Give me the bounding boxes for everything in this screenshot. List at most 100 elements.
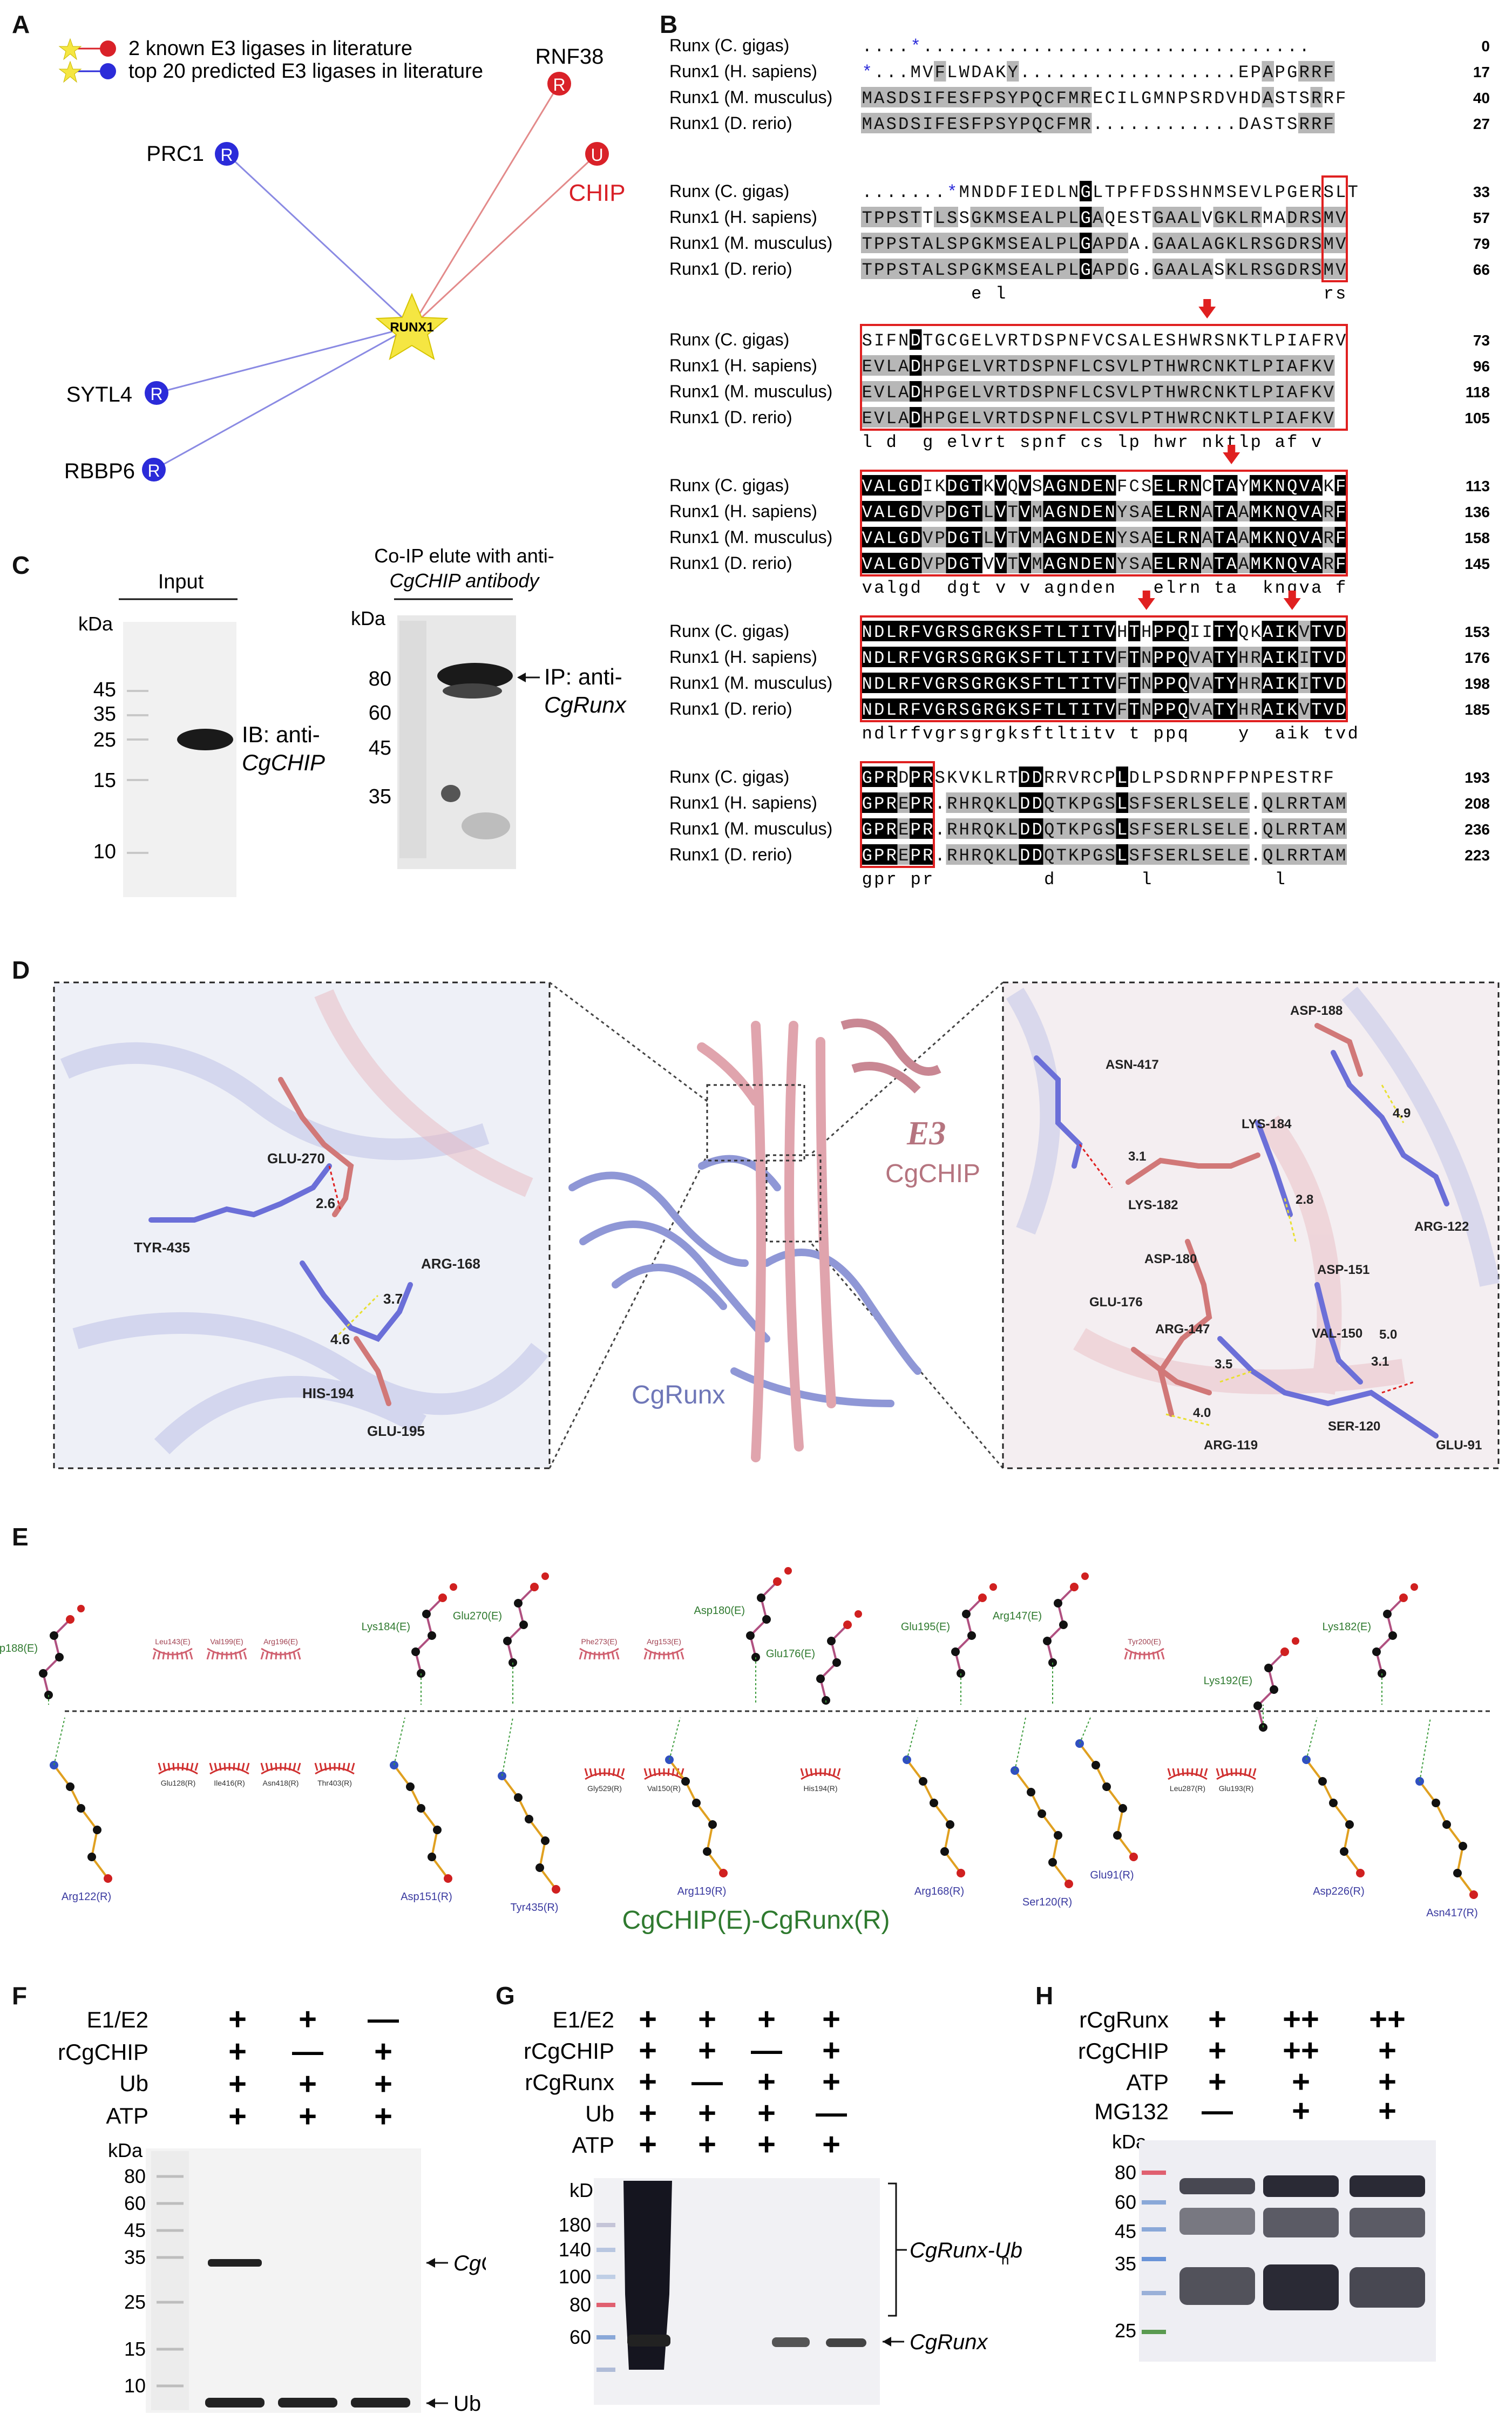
svg-text:r: r [898, 724, 908, 744]
svg-text:.: . [923, 182, 933, 202]
svg-text:S: S [1214, 260, 1224, 280]
svg-text:P: P [1263, 409, 1273, 429]
residue-bottom: Ile416(R) [209, 1762, 250, 1787]
svg-text:Q: Q [1178, 674, 1188, 694]
svg-text:K: K [1287, 622, 1298, 642]
residue-bottom: Thr403(R) [314, 1762, 355, 1787]
svg-text:v: v [923, 724, 933, 744]
svg-text:S: S [959, 622, 969, 642]
svg-text:R: R [923, 768, 933, 788]
svg-text:M: M [1251, 503, 1261, 523]
svg-text:N: N [1105, 477, 1115, 497]
svg-text:k: k [1263, 578, 1273, 598]
svg-text:P: P [1105, 768, 1115, 788]
svg-text:n: n [1190, 578, 1200, 598]
svg-text:I: I [1275, 409, 1285, 429]
svg-text:T: T [1129, 674, 1140, 694]
svg-text:R: R [1311, 89, 1321, 108]
svg-text:P: P [1238, 768, 1249, 788]
svg-text:R: R [150, 384, 162, 404]
svg-text:I: I [1299, 648, 1310, 668]
svg-text:F: F [1117, 648, 1127, 668]
svg-text:A: A [1044, 554, 1055, 574]
svg-text:e: e [947, 432, 957, 452]
svg-text:T: T [1238, 357, 1249, 377]
svg-text:S: S [1129, 820, 1140, 840]
svg-text:I: I [1275, 383, 1285, 403]
svg-text:D: D [911, 331, 921, 351]
species-label: Runx1 (M. musculus) [669, 382, 832, 401]
svg-text:P: P [1081, 820, 1091, 840]
svg-text:V: V [862, 503, 873, 523]
svg-text:C: C [1093, 768, 1103, 788]
condition-sign: + [228, 2002, 247, 2037]
svg-text:P: P [1214, 768, 1224, 788]
svg-text:Q: Q [1263, 794, 1273, 814]
svg-text:A: A [1044, 503, 1055, 523]
svg-text:T: T [1214, 528, 1224, 548]
svg-text:L: L [935, 208, 945, 228]
svg-text:Q: Q [1287, 528, 1297, 548]
svg-text:N: N [898, 331, 908, 351]
svg-text:Val199(E): Val199(E) [210, 1637, 243, 1646]
svg-text:l: l [1238, 432, 1249, 452]
svg-text:l: l [959, 432, 969, 452]
svg-text:W: W [1178, 409, 1189, 429]
svg-text:N: N [862, 648, 872, 668]
svg-text:N: N [1275, 503, 1285, 523]
g-smear [623, 2181, 672, 2370]
svg-text:.: . [1044, 37, 1054, 57]
svg-text:A: A [1165, 260, 1176, 280]
residue-bottom: Ser120(R) [1011, 1717, 1073, 1908]
svg-text:R: R [1299, 114, 1310, 134]
domain-box [860, 761, 935, 868]
svg-text:C: C [1202, 409, 1212, 429]
svg-text:F: F [911, 674, 921, 694]
svg-text:R: R [1311, 63, 1321, 83]
svg-text:P: P [1044, 409, 1054, 429]
svg-text:F: F [1335, 554, 1346, 574]
svg-text:G: G [971, 700, 981, 720]
svg-text:.: . [1238, 37, 1249, 57]
svg-text:V: V [1117, 383, 1128, 403]
panel-label-e: E [12, 1523, 29, 1551]
svg-text:Glu270(E): Glu270(E) [453, 1610, 502, 1622]
svg-text:G: G [959, 528, 969, 548]
svg-text:R: R [995, 383, 1006, 403]
condition-sign: + [757, 2064, 776, 2099]
residue-top: Asp180(E) [694, 1567, 792, 1705]
svg-text:V: V [923, 622, 933, 642]
svg-text:a: a [1275, 432, 1285, 452]
svg-text:Q: Q [1178, 700, 1188, 720]
svg-text:145: 145 [1464, 555, 1490, 572]
svg-text:P: P [1117, 182, 1127, 202]
svg-text:V: V [1324, 700, 1334, 720]
svg-text:A: A [1129, 234, 1140, 254]
svg-text:K: K [1287, 700, 1298, 720]
svg-text:M: M [1251, 528, 1261, 548]
label-rnf38: RNF38 [535, 45, 604, 69]
svg-text:D: D [898, 114, 908, 134]
svg-text:35: 35 [93, 703, 116, 725]
condition-sign: — [816, 2096, 847, 2131]
svg-text:V: V [1020, 528, 1030, 548]
svg-text:L: L [1226, 820, 1237, 840]
svg-text:.: . [1008, 37, 1018, 57]
species-label: Runx (C. gigas) [669, 476, 789, 495]
svg-text:T: T [1105, 182, 1115, 202]
svg-text:P: P [935, 503, 945, 523]
label-asp180: ASP-180 [1144, 1252, 1197, 1266]
svg-text:A: A [898, 383, 909, 403]
svg-text:R: R [984, 674, 994, 694]
residue-bottom: Leu287(R) [1167, 1768, 1208, 1793]
svg-text:l: l [1117, 432, 1127, 452]
svg-text:K: K [1287, 648, 1298, 668]
svg-text:80: 80 [569, 2294, 591, 2316]
f-label-chip: CgCHIP [453, 2252, 486, 2275]
svg-text:F: F [1032, 648, 1042, 668]
svg-text:P: P [1141, 409, 1151, 429]
residue-top: Glu195(E) [901, 1583, 997, 1705]
svg-text:158: 158 [1464, 530, 1490, 546]
svg-text:S: S [898, 234, 908, 254]
svg-text:G: G [959, 554, 969, 574]
